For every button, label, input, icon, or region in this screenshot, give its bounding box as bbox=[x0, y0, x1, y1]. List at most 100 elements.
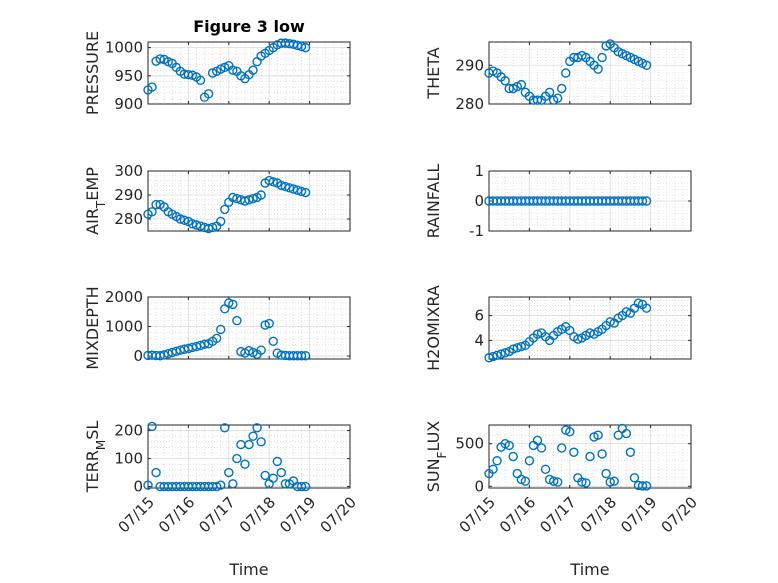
data-point bbox=[565, 427, 575, 437]
y-tick-label: 280 bbox=[455, 95, 484, 113]
data-point bbox=[557, 83, 567, 94]
data-point bbox=[621, 307, 632, 317]
y-axis-label: AIRTEMP bbox=[83, 167, 108, 235]
data-point bbox=[516, 341, 527, 352]
data-point bbox=[256, 190, 266, 200]
axes-frame bbox=[488, 296, 692, 360]
data-point bbox=[147, 207, 157, 217]
data-point bbox=[248, 431, 258, 441]
data-point bbox=[151, 467, 161, 478]
data-point bbox=[203, 223, 214, 234]
data-point bbox=[637, 481, 648, 491]
y-tick-label: 4 bbox=[474, 331, 484, 349]
data-point bbox=[484, 353, 494, 363]
data-point bbox=[272, 456, 282, 467]
data-point bbox=[641, 60, 652, 70]
y-tick-label: 300 bbox=[114, 162, 143, 180]
data-point bbox=[500, 76, 510, 86]
data-point bbox=[532, 95, 543, 105]
y-tick-label: 200 bbox=[114, 422, 143, 440]
subplot-6: 4 6 H2OMIXRA bbox=[424, 285, 692, 371]
data-point bbox=[195, 75, 206, 86]
data-point bbox=[179, 215, 190, 225]
data-point bbox=[236, 439, 246, 450]
data-point bbox=[216, 216, 226, 227]
data-point bbox=[561, 68, 571, 78]
y-tick-label: 500 bbox=[455, 435, 484, 453]
data-point bbox=[264, 175, 274, 186]
data-point bbox=[573, 334, 583, 344]
data-point bbox=[512, 343, 522, 353]
data-point bbox=[641, 196, 652, 206]
data-point bbox=[207, 222, 218, 233]
data-point bbox=[625, 447, 636, 457]
data-point bbox=[552, 93, 563, 103]
data-point bbox=[276, 467, 287, 478]
data-point bbox=[552, 477, 563, 487]
data-point bbox=[191, 220, 202, 230]
data-point bbox=[284, 183, 295, 193]
data-point bbox=[569, 447, 579, 457]
data-point bbox=[252, 423, 262, 433]
x-tick-label: 07/18 bbox=[577, 493, 620, 536]
data-point bbox=[224, 298, 234, 308]
axes-frame bbox=[147, 41, 351, 105]
data-point bbox=[488, 351, 498, 362]
x-axis-label: Time bbox=[569, 560, 609, 579]
data-point bbox=[492, 456, 502, 466]
data-point bbox=[268, 177, 278, 187]
y-tick-label: 100 bbox=[114, 450, 143, 468]
data-point bbox=[544, 87, 555, 98]
data-point bbox=[296, 186, 307, 197]
data-point bbox=[256, 437, 266, 447]
data-point bbox=[260, 470, 270, 481]
data-point bbox=[151, 199, 161, 210]
y-axis-label: MIXDEPTH bbox=[83, 286, 102, 369]
y-tick-label: 6 bbox=[474, 307, 484, 325]
data-point bbox=[577, 477, 587, 487]
x-tick-label: 07/20 bbox=[317, 493, 360, 536]
data-point bbox=[300, 42, 311, 53]
data-point bbox=[540, 464, 551, 474]
data-point bbox=[228, 65, 238, 75]
data-point bbox=[232, 315, 242, 326]
data-point bbox=[248, 193, 258, 204]
data-point bbox=[228, 299, 238, 310]
data-point bbox=[211, 333, 222, 344]
data-point bbox=[597, 52, 607, 63]
data-point bbox=[248, 65, 258, 75]
data-point bbox=[147, 421, 157, 432]
data-point bbox=[524, 456, 535, 466]
data-point bbox=[199, 339, 210, 349]
y-tick-label: 1 bbox=[474, 162, 484, 180]
data-point bbox=[296, 41, 307, 52]
data-point bbox=[300, 187, 311, 198]
data-point bbox=[163, 348, 173, 359]
data-point bbox=[557, 443, 567, 453]
subplot-3: 280 290 300 AIRTEMP bbox=[83, 162, 351, 235]
y-tick-label: 1000 bbox=[105, 318, 143, 336]
subplot-4: -1 0 1 RAINFALL bbox=[424, 162, 692, 240]
x-tick-label: 07/17 bbox=[195, 493, 238, 536]
data-point bbox=[296, 481, 307, 492]
data-point bbox=[216, 480, 226, 490]
data-point bbox=[175, 214, 186, 224]
y-tick-label: 950 bbox=[114, 67, 143, 85]
data-point bbox=[520, 476, 531, 486]
data-point bbox=[191, 341, 202, 352]
data-point bbox=[492, 350, 502, 360]
data-point bbox=[292, 185, 303, 195]
data-point bbox=[601, 468, 611, 479]
data-point bbox=[597, 449, 607, 459]
x-tick-label: 07/15 bbox=[456, 493, 499, 536]
data-point bbox=[300, 351, 311, 361]
data-point bbox=[220, 423, 230, 433]
x-tick-label: 07/16 bbox=[496, 493, 539, 536]
x-tick-label: 07/17 bbox=[536, 493, 579, 536]
data-point bbox=[167, 347, 177, 358]
y-tick-label: 2000 bbox=[105, 288, 143, 306]
data-point bbox=[508, 451, 518, 462]
data-point bbox=[276, 180, 287, 191]
data-point bbox=[232, 193, 242, 204]
